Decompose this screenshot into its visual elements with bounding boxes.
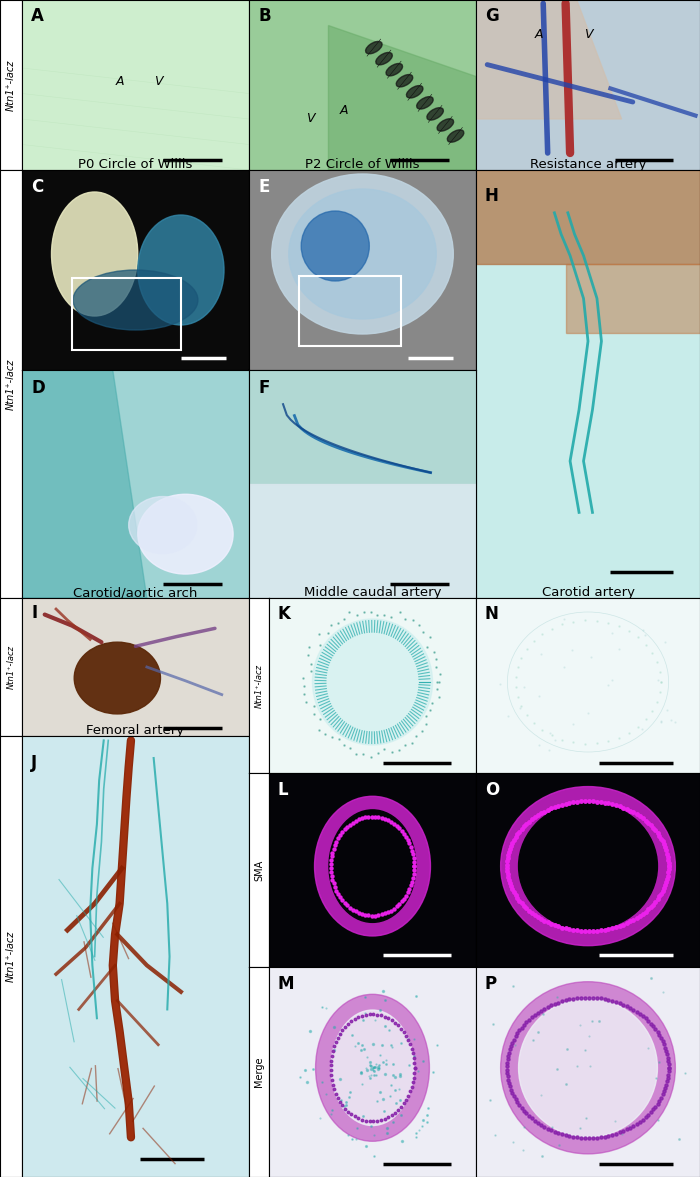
Text: Carotid/aortic arch: Carotid/aortic arch bbox=[74, 586, 197, 599]
Ellipse shape bbox=[519, 998, 657, 1137]
Ellipse shape bbox=[331, 1010, 414, 1125]
Ellipse shape bbox=[396, 74, 413, 87]
Text: Carotid artery: Carotid artery bbox=[542, 586, 634, 599]
Ellipse shape bbox=[427, 108, 443, 120]
Text: C: C bbox=[31, 178, 43, 197]
Text: J: J bbox=[31, 753, 37, 772]
Text: Merge: Merge bbox=[254, 1057, 264, 1088]
Ellipse shape bbox=[407, 86, 423, 98]
Text: A: A bbox=[116, 75, 124, 88]
Ellipse shape bbox=[74, 643, 160, 714]
Text: O: O bbox=[485, 780, 499, 799]
Bar bbox=[299, 275, 401, 346]
Ellipse shape bbox=[500, 786, 676, 945]
Text: A: A bbox=[31, 7, 44, 25]
Text: L: L bbox=[277, 780, 288, 799]
Text: E: E bbox=[258, 178, 270, 197]
Text: Resistance artery: Resistance artery bbox=[530, 158, 646, 171]
Text: N: N bbox=[485, 605, 499, 623]
Text: F: F bbox=[258, 379, 270, 397]
Ellipse shape bbox=[288, 189, 436, 319]
Ellipse shape bbox=[519, 802, 657, 930]
Ellipse shape bbox=[365, 41, 382, 54]
Text: Ntn1⁺-lacz: Ntn1⁺-lacz bbox=[6, 59, 16, 111]
Polygon shape bbox=[249, 370, 476, 484]
Text: Ntn1⁺-lacz: Ntn1⁺-lacz bbox=[6, 645, 15, 689]
Ellipse shape bbox=[301, 211, 370, 281]
Text: B: B bbox=[258, 7, 271, 25]
Ellipse shape bbox=[52, 192, 138, 315]
Polygon shape bbox=[22, 370, 249, 598]
Text: P2 Circle of Willis: P2 Circle of Willis bbox=[305, 158, 420, 171]
Text: P: P bbox=[485, 976, 497, 993]
Ellipse shape bbox=[138, 215, 224, 325]
Ellipse shape bbox=[350, 837, 395, 896]
Polygon shape bbox=[566, 264, 700, 333]
Ellipse shape bbox=[316, 995, 429, 1142]
Text: Middle caudal artery: Middle caudal artery bbox=[304, 586, 441, 599]
Text: D: D bbox=[31, 379, 45, 397]
Text: Femoral artery: Femoral artery bbox=[86, 724, 185, 737]
Polygon shape bbox=[249, 484, 476, 598]
Ellipse shape bbox=[129, 497, 197, 553]
Text: G: G bbox=[485, 7, 498, 25]
Text: H: H bbox=[485, 187, 499, 205]
Text: A: A bbox=[340, 104, 349, 117]
Ellipse shape bbox=[416, 97, 433, 109]
Polygon shape bbox=[328, 26, 476, 169]
Bar bbox=[72, 278, 181, 350]
Polygon shape bbox=[476, 0, 622, 119]
Text: I: I bbox=[31, 604, 37, 621]
Text: V: V bbox=[306, 113, 314, 126]
Ellipse shape bbox=[312, 619, 433, 745]
Text: SMA: SMA bbox=[254, 859, 264, 880]
Ellipse shape bbox=[73, 270, 198, 330]
Ellipse shape bbox=[500, 982, 676, 1153]
Ellipse shape bbox=[329, 810, 416, 923]
Text: Ntn1⁺-lacz: Ntn1⁺-lacz bbox=[6, 931, 16, 982]
Ellipse shape bbox=[138, 494, 233, 574]
Text: K: K bbox=[277, 605, 290, 623]
Polygon shape bbox=[22, 736, 249, 1177]
Text: M: M bbox=[277, 976, 294, 993]
Ellipse shape bbox=[447, 129, 464, 142]
Text: A: A bbox=[535, 27, 543, 40]
Ellipse shape bbox=[314, 797, 430, 936]
Text: V: V bbox=[584, 27, 592, 40]
Text: Ntn1⁺-lacz: Ntn1⁺-lacz bbox=[6, 358, 16, 410]
Text: V: V bbox=[154, 75, 162, 88]
Ellipse shape bbox=[556, 834, 620, 897]
Ellipse shape bbox=[376, 53, 392, 65]
Ellipse shape bbox=[386, 64, 402, 75]
Ellipse shape bbox=[437, 119, 454, 131]
Ellipse shape bbox=[272, 174, 454, 334]
Text: P0 Circle of Willis: P0 Circle of Willis bbox=[78, 158, 193, 171]
Polygon shape bbox=[22, 370, 147, 598]
Text: Ntn1⁺-lacz: Ntn1⁺-lacz bbox=[255, 664, 263, 707]
Polygon shape bbox=[476, 169, 700, 264]
